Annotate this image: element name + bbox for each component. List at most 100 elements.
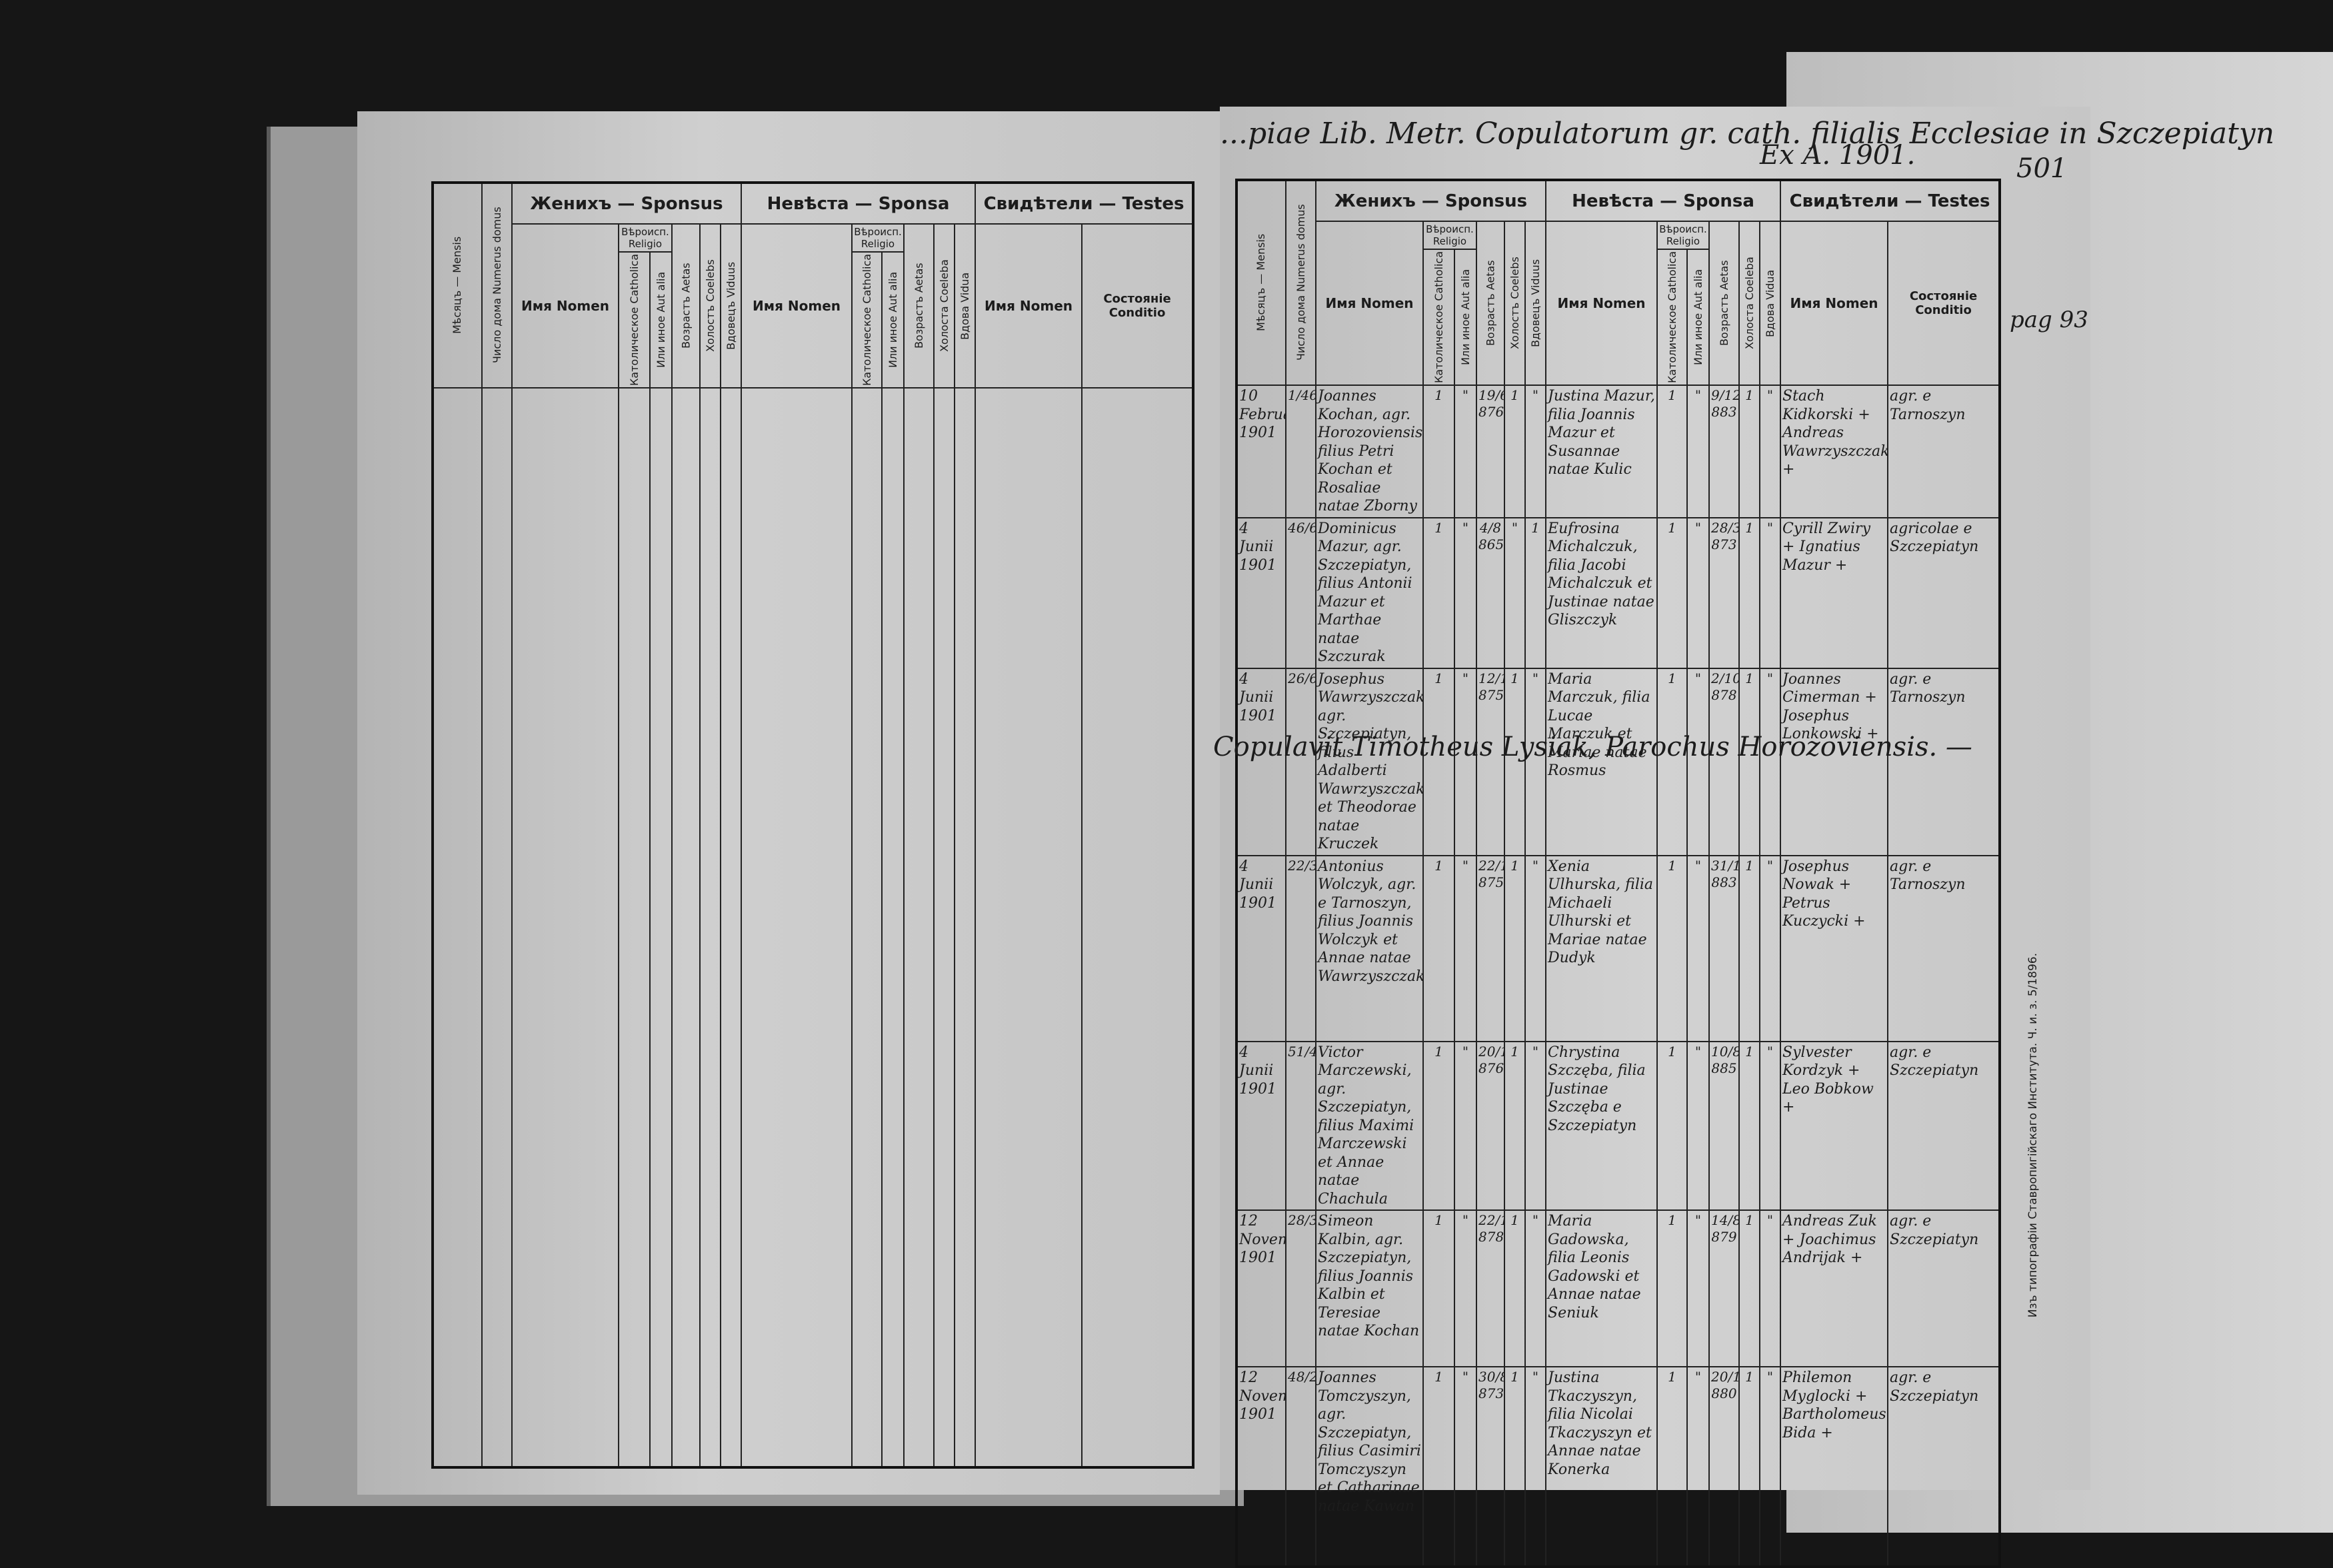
- header-row: Мѣсяцъ — Mensis Число дома Numerus domus Ж…: [1236, 179, 2001, 386]
- entry-sae: 22/11 875: [1476, 854, 1505, 1042]
- header-testes: Свидѣтели — Testes: [1780, 179, 2001, 222]
- entry-pv: ": [1759, 1040, 1782, 1211]
- header-coelebs: Холостъ Coelebs: [1504, 221, 1525, 386]
- entry-sponsus: Dominicus Mazur, agr. Szczepiatyn, filiu…: [1315, 516, 1424, 669]
- entry-sc: 1: [1422, 1040, 1455, 1211]
- entry-pv: ": [1759, 854, 1782, 1042]
- entry-pc: 1: [1656, 854, 1688, 1042]
- entry-conditio: agr. e Tarnoszyn: [1887, 385, 2001, 518]
- header-viduus: Вдовецъ Viduus: [1525, 221, 1546, 386]
- entry-scl: 1: [1504, 1366, 1526, 1568]
- entry-mensis: 4 Junii 1901: [1236, 516, 1286, 669]
- entry-domus: 1/46: [1285, 385, 1316, 518]
- header-row: Имя Nomen Вѣроисп. Religio Возрастъ Aetas Х…: [1236, 220, 2001, 387]
- entry-sc: 1: [1422, 1209, 1455, 1368]
- entry-sae: 4/8 865: [1476, 516, 1505, 669]
- header-nomen: Имя Nomen: [975, 223, 1083, 389]
- entry-mensis: 4 Junii 1901: [1236, 1040, 1286, 1211]
- empty-cell: [432, 387, 483, 1469]
- entry-pc: 1: [1656, 1040, 1688, 1211]
- entry-sa: ": [1454, 1366, 1477, 1568]
- entry-pv: ": [1759, 1366, 1782, 1568]
- register-table: Мѣсяцъ — Mensis Число дома Numerus domus Ж…: [431, 181, 1195, 1469]
- header-nomen: Имя Nomen: [511, 223, 619, 389]
- header-alia: Или иное Aut alia: [1687, 249, 1710, 386]
- header-aetas: Возрастъ Aetas: [1476, 221, 1504, 386]
- entry-pae: 9/12 883: [1708, 385, 1740, 518]
- entry-conditio: agricolae e Szczepiatyn: [1887, 516, 2001, 669]
- entry-domus: 22/38: [1285, 854, 1316, 1042]
- entry-sa: ": [1454, 667, 1477, 856]
- header-catholica: Католическое Catholica: [1423, 249, 1454, 386]
- header-sponsa: Невѣста — Sponsa: [1545, 179, 1782, 222]
- entry-pc: 1: [1656, 516, 1688, 669]
- handwritten-year: Ex A. 1901.: [1760, 140, 1916, 171]
- header-conditio: Состояніе Conditio: [1081, 223, 1194, 389]
- table-head: Мѣсяцъ — Mensis Число дома Numerus domus Ж…: [433, 182, 1194, 389]
- entry-pv: ": [1759, 516, 1782, 669]
- empty-cell: [954, 387, 977, 1469]
- entry-pv: ": [1759, 1209, 1782, 1368]
- empty-row: [432, 387, 1194, 1469]
- entry-sa: ": [1454, 385, 1477, 518]
- empty-cell: [649, 387, 673, 1469]
- empty-cell: [618, 387, 651, 1469]
- entry-sv: ": [1524, 385, 1547, 518]
- entry-sponsus: Antonius Wolczyk, agr. e Tarnoszyn, fili…: [1315, 854, 1424, 1042]
- entry-testes: Stach Kidkorski + Andreas Wawrzyszczak +: [1780, 385, 1889, 518]
- header-religio: Вѣроисп. Religio: [1656, 221, 1710, 250]
- entry-testes: Cyrill Zwiry + Ignatius Mazur +: [1780, 516, 1889, 669]
- header-religio: Вѣроисп. Religio: [618, 223, 673, 253]
- entry-domus: 46/64: [1285, 516, 1316, 669]
- header-catholica: Католическое Catholica: [619, 252, 650, 389]
- entry-domus: 26/66: [1285, 667, 1316, 856]
- empty-cell: [975, 387, 1083, 1469]
- page-reference: pag 93: [2010, 307, 2088, 333]
- entry-sa: ": [1454, 1209, 1477, 1368]
- table-head: Мѣсяцъ — Mensis Число дома Numerus domus Ж…: [1236, 179, 2001, 387]
- entry-mensis: 4 Junii 1901: [1236, 854, 1286, 1042]
- header-nomen: Имя Nomen: [1545, 220, 1658, 387]
- entry-sponsa: Maria Marczuk, filia Lucae Marczuk et Ma…: [1545, 667, 1658, 856]
- entry-testes: Joannes Cimerman + Josephus Lonkowski +: [1780, 667, 1889, 856]
- entry-domus: 48/2: [1285, 1366, 1316, 1568]
- entry-pae: 14/8 879: [1708, 1209, 1740, 1368]
- entry-pcl: 1: [1738, 854, 1761, 1042]
- table-body: [432, 387, 1194, 1469]
- header-nomen: Имя Nomen: [1780, 220, 1889, 387]
- empty-cell: [933, 387, 956, 1469]
- entry-sae: 12/10 875: [1476, 667, 1505, 856]
- entry-sa: ": [1454, 516, 1477, 669]
- entry-sponsus: Victor Marczewski, agr. Szczepiatyn, fil…: [1315, 1040, 1424, 1211]
- entry-sv: ": [1524, 1366, 1547, 1568]
- empty-cell: [481, 387, 513, 1469]
- entry-conditio: agr. e Tarnoszyn: [1887, 854, 2001, 1042]
- empty-cell: [851, 387, 883, 1469]
- entry-sc: 1: [1422, 516, 1455, 669]
- header-religio: Вѣроисп. Religio: [1422, 221, 1477, 250]
- entry-sponsus: Joannes Tomczyszyn, agr. Szczepiatyn, fi…: [1315, 1366, 1424, 1568]
- header-aetas: Возрастъ Aetas: [904, 224, 935, 389]
- entry-conditio: agr. e Szczepiatyn: [1887, 1209, 2001, 1368]
- entry-testes: Josephus Nowak + Petrus Kuczycki +: [1780, 854, 1889, 1042]
- entry-testes: Andreas Zuk + Joachimus Andrijak +: [1780, 1209, 1889, 1368]
- entry-mensis: 4 Junii 1901: [1236, 667, 1286, 856]
- entry-conditio: agr. e Szczepiatyn: [1887, 1366, 2001, 1568]
- entry-pa: ": [1686, 516, 1710, 669]
- entry-sponsus: Simeon Kalbin, agr. Szczepiatyn, filius …: [1315, 1209, 1424, 1368]
- header-domus: Число дома Numerus domus: [482, 183, 512, 389]
- entry-pcl: 1: [1738, 385, 1761, 518]
- header-nomen: Имя Nomen: [741, 223, 853, 389]
- entry-sc: 1: [1422, 854, 1455, 1042]
- entry-pae: 2/10 878: [1708, 667, 1740, 856]
- entry-sv: 1: [1524, 516, 1547, 669]
- entry-pae: 20/1 880: [1708, 1366, 1740, 1568]
- entry-sponsa: Justina Tkaczyszyn, filia Nicolai Tkaczy…: [1545, 1366, 1658, 1568]
- empty-cell: [699, 387, 721, 1469]
- entry-scl: ": [1504, 516, 1526, 669]
- header-mensis: Мѣсяцъ — Mensis: [1236, 180, 1286, 386]
